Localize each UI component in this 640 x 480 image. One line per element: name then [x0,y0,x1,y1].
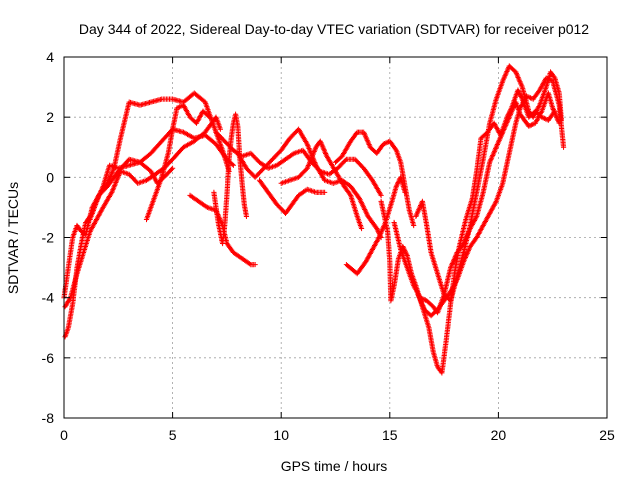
series-sat-c [62,114,223,310]
y-tick-label: -8 [42,410,55,426]
data-markers [61,63,567,376]
y-tick-label: 4 [46,49,54,65]
chart-title: Day 344 of 2022, Sidereal Day-to-day VTE… [79,21,589,37]
y-tick-label: -2 [42,230,55,246]
series-sat-j [256,177,328,216]
series-sat-p [415,75,567,319]
x-axis-label: GPS time / hours [281,458,388,474]
y-tick-label: -6 [42,350,55,366]
series-sat-i [235,126,384,241]
series-markers [332,129,417,229]
series-markers [278,138,365,232]
series-sat-k [278,138,365,232]
series-markers [143,102,213,223]
x-tick-label: 0 [60,427,68,443]
x-tick-label: 10 [273,427,289,443]
y-tick-label: -4 [42,290,55,306]
series-sat-e [143,102,213,223]
series-sat-q [413,63,564,304]
x-tick-label: 5 [169,427,177,443]
y-tick-label: 2 [46,109,54,125]
series-markers [256,177,328,216]
series-markers [62,114,223,310]
x-tick-label: 25 [599,427,615,443]
axis-ticks: 0 5 10 15 20 25 -8 -6 -4 -2 0 2 4 [42,49,615,443]
x-tick-label: 20 [491,427,507,443]
x-tick-label: 15 [382,427,398,443]
series-markers [413,63,564,304]
series-markers [235,126,384,241]
y-axis-label: SDTVAR / TECUs [5,182,21,294]
series-sat-l [332,129,417,229]
series-markers [415,75,567,319]
y-tick-label: 0 [46,169,54,185]
